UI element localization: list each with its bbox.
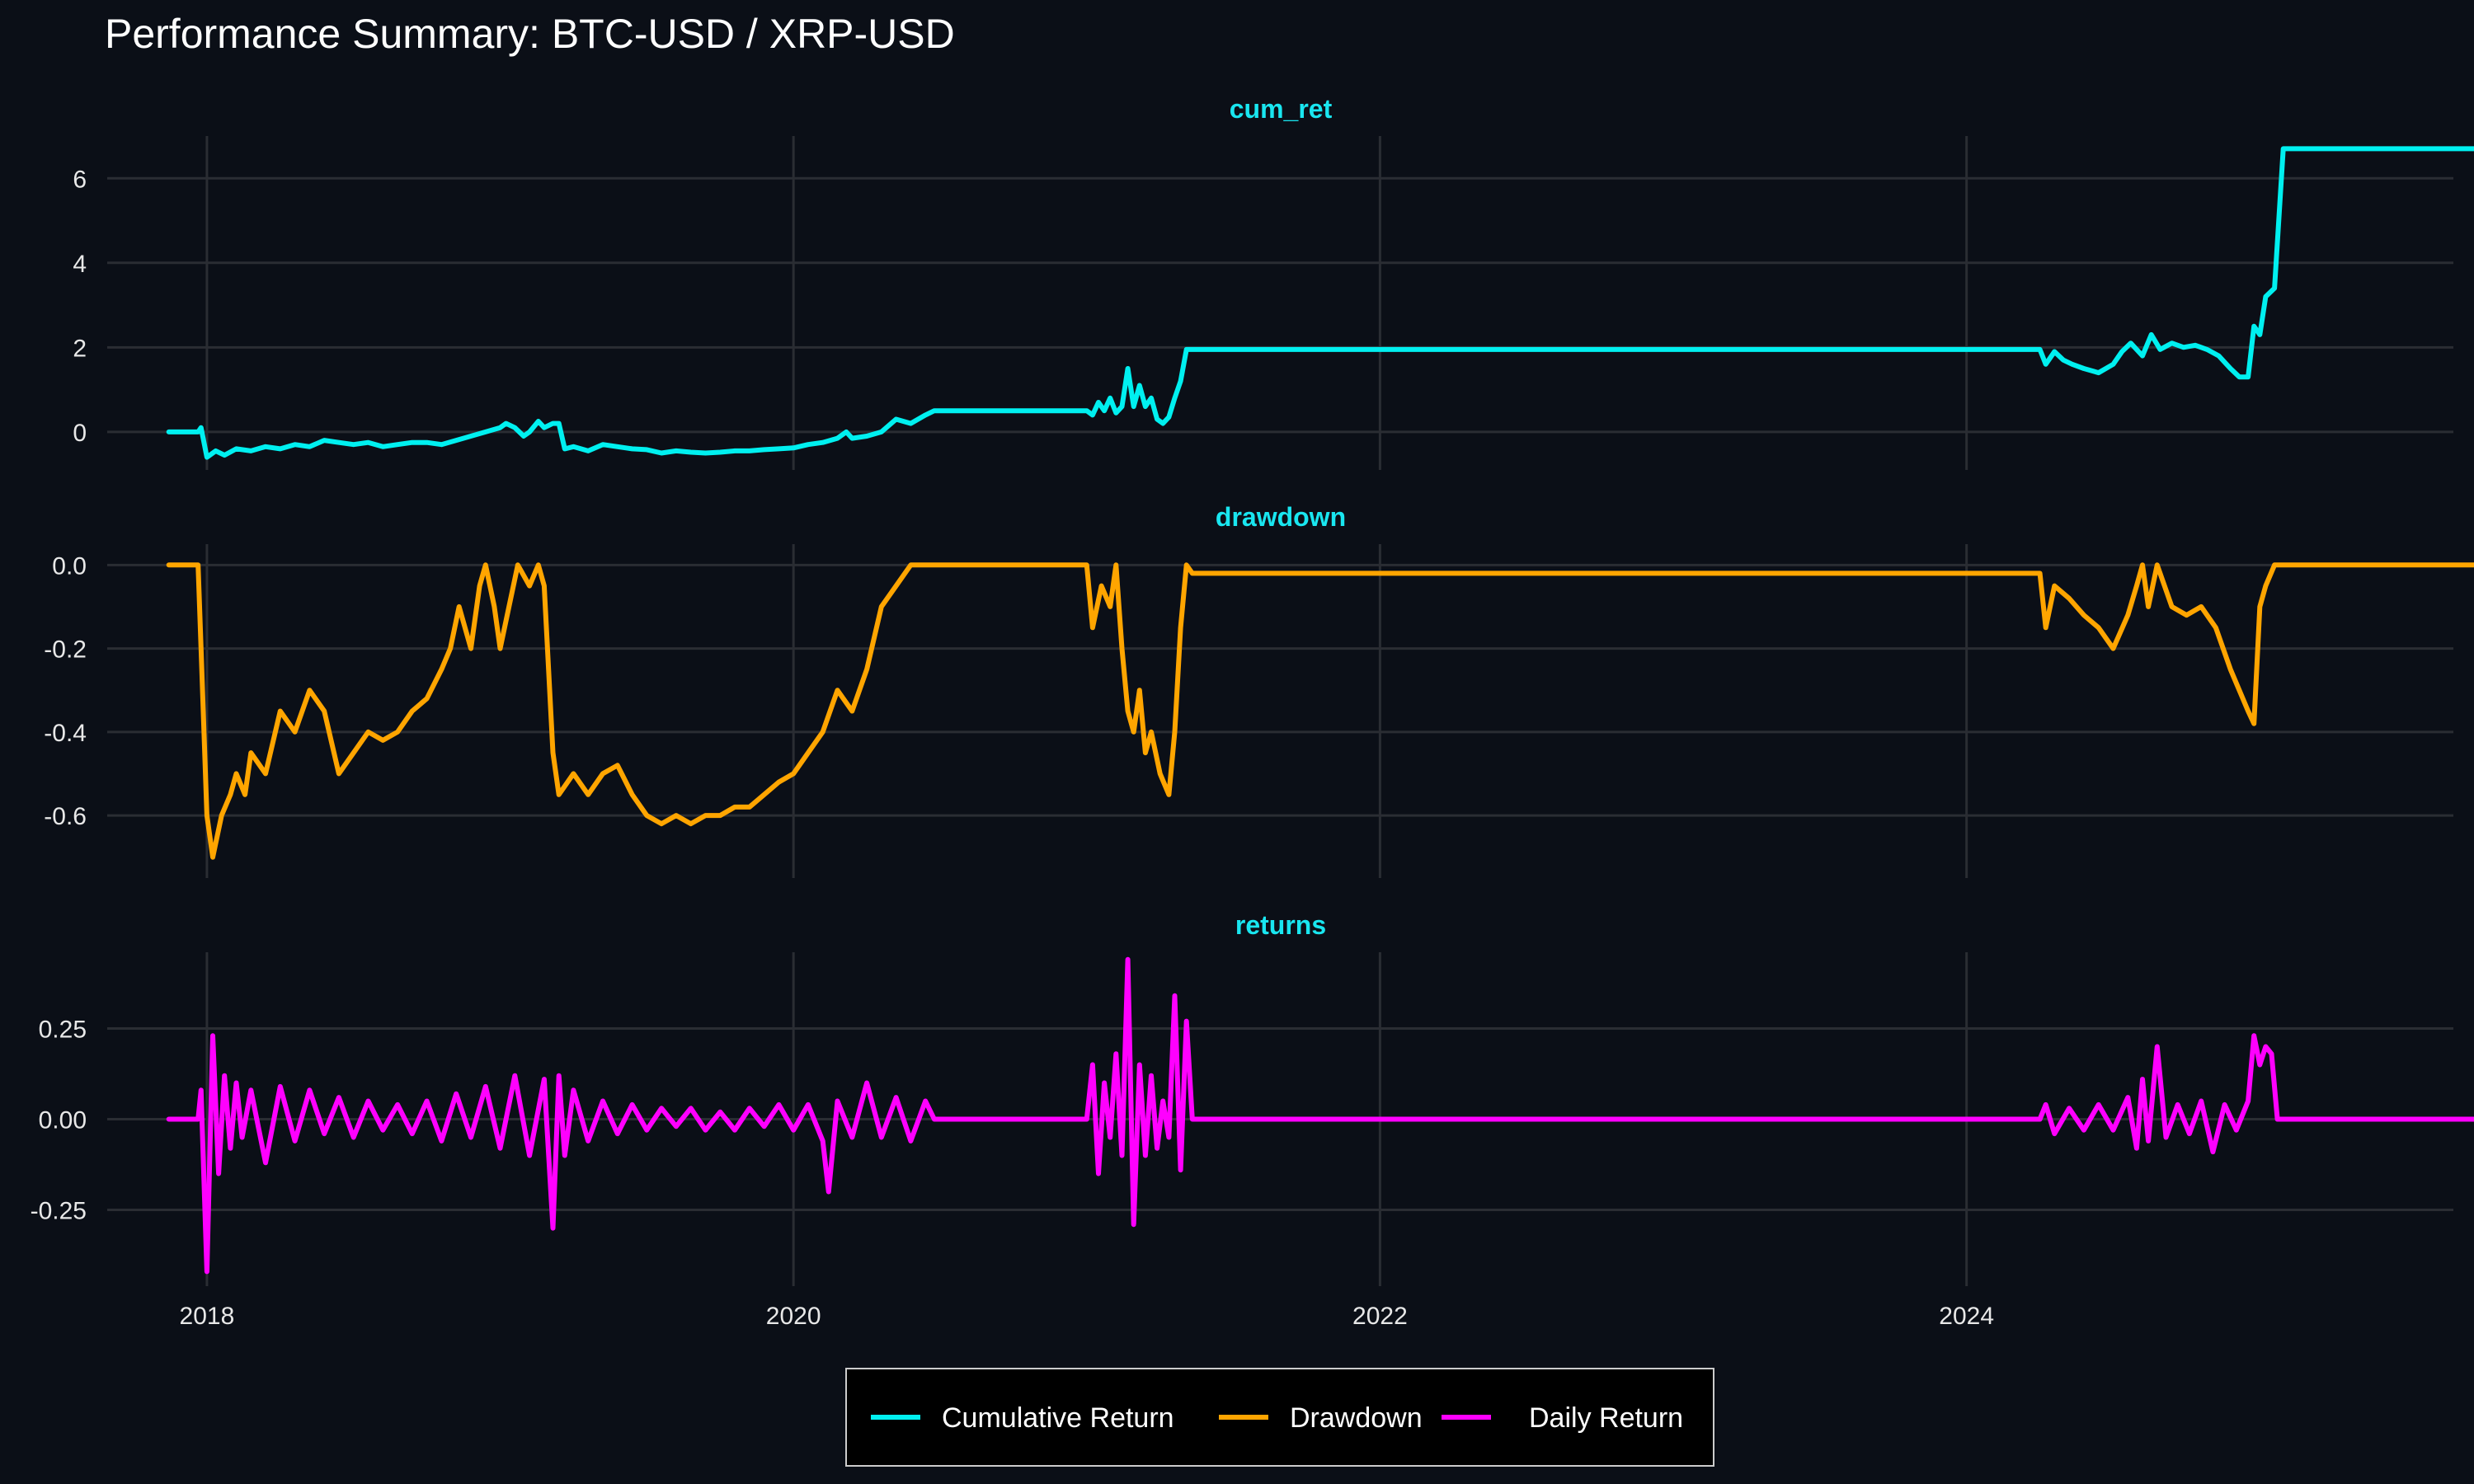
drawdown-line — [166, 562, 2474, 860]
cum-ret-line — [166, 146, 2474, 460]
legend-item-daily-return: Daily Return — [1442, 1402, 1683, 1434]
x-tick-label: 2018 — [180, 1303, 235, 1330]
chart-title: Performance Summary: BTC-USD / XRP-USD — [105, 11, 955, 57]
legend-item-cumulative-return: Cumulative Return — [871, 1402, 1174, 1434]
y-ticks-drawdown: 0.0 -0.2 -0.4 -0.6 — [44, 552, 87, 830]
y-tick-label: -0.6 — [44, 803, 87, 830]
x-tick-label: 2020 — [766, 1303, 821, 1330]
y-ticks-returns: 0.25 0.00 -0.25 — [31, 1016, 87, 1224]
facet-title-cum-ret: cum_ret — [1230, 94, 1333, 124]
legend-label-daily-return: Daily Return — [1529, 1402, 1683, 1434]
y-tick-label: 2 — [73, 335, 87, 362]
x-axis-ticks: 2018 2020 2022 2024 — [180, 1303, 1995, 1330]
y-tick-label: 0.25 — [39, 1016, 87, 1043]
legend-label-cumulative-return: Cumulative Return — [942, 1402, 1174, 1434]
legend-item-drawdown: Drawdown — [1219, 1402, 1423, 1434]
y-tick-label: 0.00 — [39, 1107, 87, 1134]
y-tick-label: 0 — [73, 420, 87, 447]
y-tick-label: -0.25 — [31, 1198, 87, 1225]
y-tick-label: -0.2 — [44, 636, 87, 664]
y-ticks-cum-ret: 0 2 4 6 — [73, 166, 87, 447]
x-tick-label: 2022 — [1352, 1303, 1408, 1330]
legend-label-drawdown: Drawdown — [1290, 1402, 1423, 1434]
y-tick-label: 4 — [73, 251, 87, 278]
facet-title-drawdown: drawdown — [1216, 502, 1346, 532]
facet-title-returns: returns — [1235, 910, 1326, 940]
grid-drawdown — [107, 544, 2453, 878]
y-tick-label: 0.0 — [52, 552, 87, 580]
legend-box — [845, 1368, 1714, 1467]
facet-drawdown: drawdown 0.0 -0.2 -0.4 -0.6 — [44, 502, 2474, 878]
returns-line — [166, 956, 2474, 1275]
facet-cum-ret: cum_ret 0 2 4 6 — [73, 94, 2474, 470]
legend: Cumulative Return Drawdown Daily Return — [845, 1368, 1714, 1467]
y-tick-label: 6 — [73, 166, 87, 193]
y-tick-label: -0.4 — [44, 720, 87, 747]
x-tick-label: 2024 — [1939, 1303, 1994, 1330]
facet-returns: returns 0.25 0.00 -0.25 — [31, 910, 2474, 1286]
